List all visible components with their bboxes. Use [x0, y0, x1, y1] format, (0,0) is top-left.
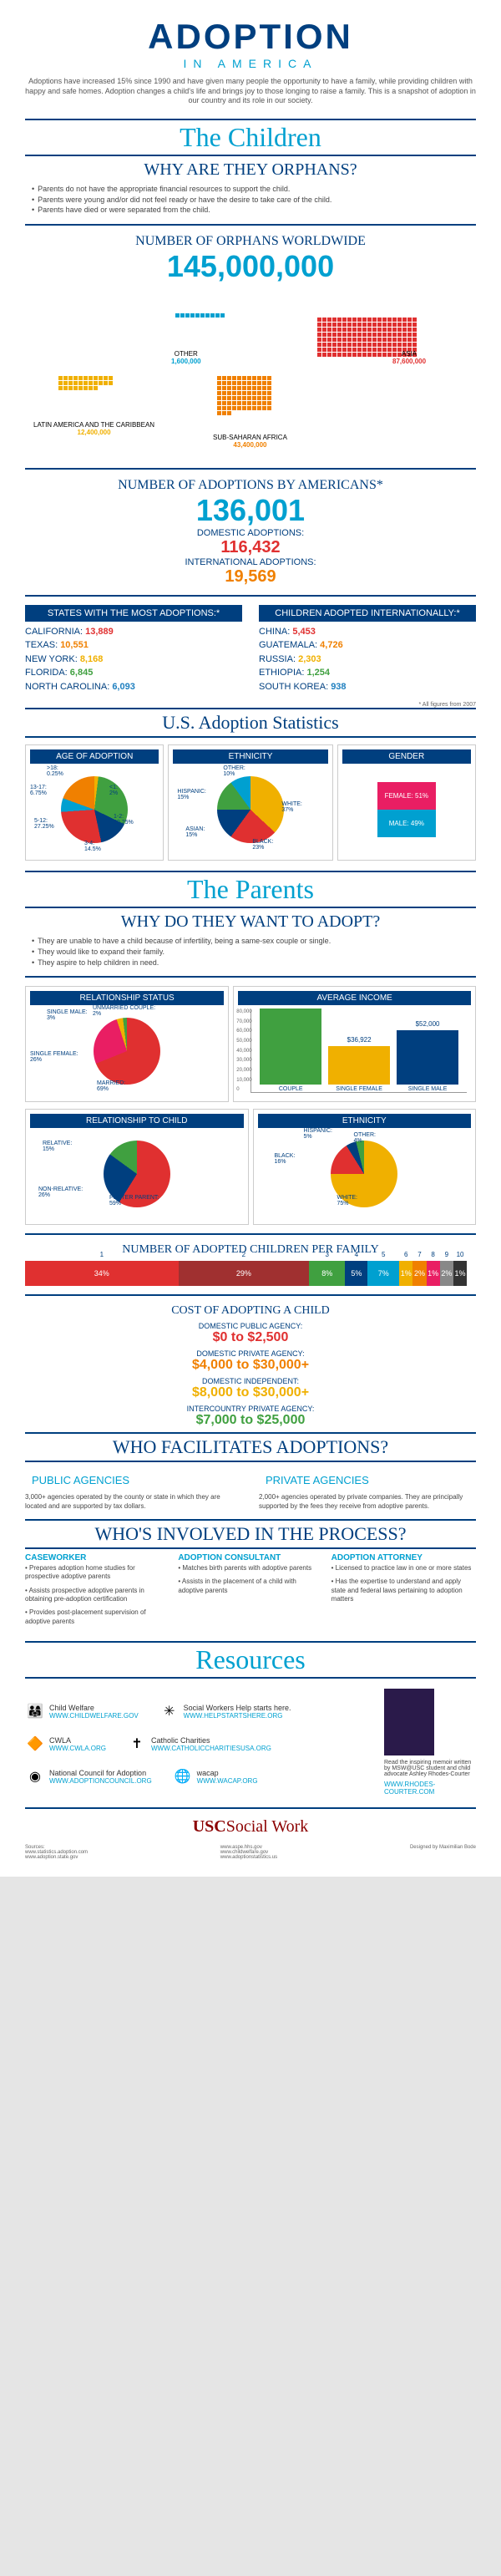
us-stats-title: U.S. Adoption Statistics — [25, 708, 476, 738]
footer-brand: USCSocial Work — [25, 1817, 476, 1837]
why-orphans-list: Parents do not have the appropriate fina… — [25, 184, 476, 216]
book-cover — [384, 1689, 434, 1755]
header: ADOPTION IN AMERICA Adoptions have incre… — [25, 17, 476, 106]
adopt-hdr: NUMBER OF ADOPTIONS BY AMERICANS* — [25, 478, 476, 493]
why-adopt-list: They are unable to have a child because … — [25, 936, 476, 968]
adopt-num: 136,001 — [25, 493, 476, 528]
orphans-hdr: NUMBER OF ORPHANS WORLDWIDE — [25, 234, 476, 249]
title: ADOPTION — [25, 17, 476, 57]
world-map: LATIN AMERICA AND THE CARIBBEAN12,400,00… — [25, 292, 476, 460]
orphans-num: 145,000,000 — [25, 249, 476, 284]
intro: Adoptions have increased 15% since 1990 … — [25, 77, 476, 106]
why-orphans-hdr: WHY ARE THEY ORPHANS? — [25, 160, 476, 180]
parents-title: The Parents — [25, 871, 476, 908]
children-title: The Children — [25, 119, 476, 156]
subtitle: IN AMERICA — [25, 57, 476, 70]
